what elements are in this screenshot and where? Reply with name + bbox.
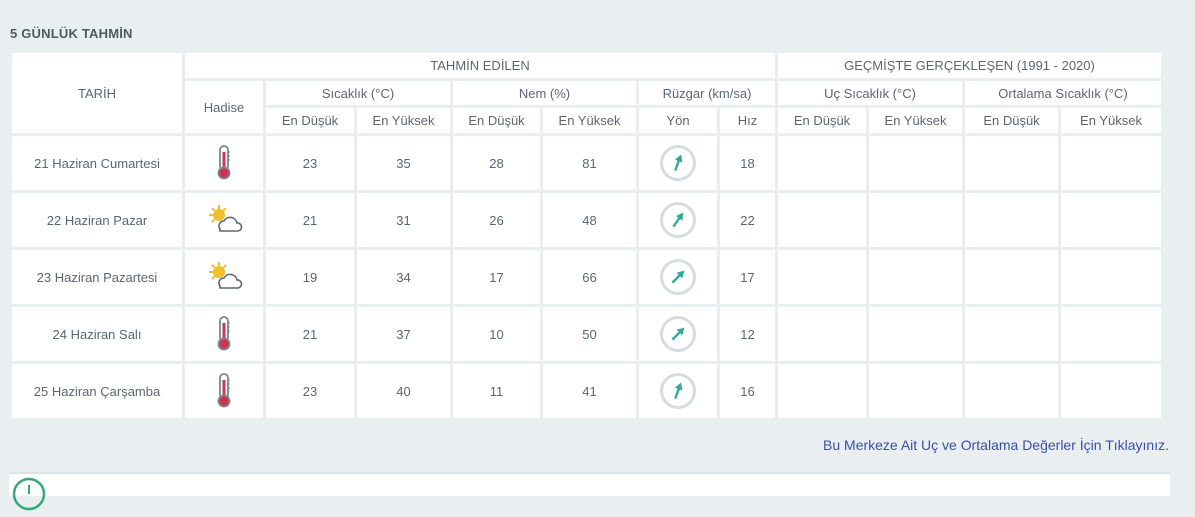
header-wind: Rüzgar (km/sa) [639,81,775,105]
temp-min: 21 [266,307,354,361]
extreme-max-cell [869,307,962,361]
header-avg-temp: Ortalama Sıcaklık (°C) [965,81,1161,105]
avg-min-cell [965,136,1058,190]
table-row: 24 Haziran Salı 21 37 10 50 12 [12,307,1161,361]
extreme-min-cell [778,136,866,190]
humidity-max: 41 [543,364,636,418]
wind-speed: 16 [720,364,775,418]
extreme-min-cell [778,307,866,361]
row-date: 22 Haziran Pazar [12,193,182,247]
humidity-min: 10 [453,307,540,361]
temp-max: 31 [357,193,450,247]
humidity-min: 28 [453,136,540,190]
table-row: 23 Haziran Pazartesi 19 34 17 66 17 [12,250,1161,304]
section-title: 5 GÜNLÜK TAHMİN [10,26,133,41]
humidity-max: 48 [543,193,636,247]
history-values-link[interactable]: Bu Merkeze Ait Uç ve Ortalama Değerler İ… [823,437,1169,453]
weather-cell [185,307,263,361]
avg-min-cell [965,364,1058,418]
thermometer-icon [214,315,234,354]
humidity-min: 17 [453,250,540,304]
wind-speed: 12 [720,307,775,361]
temp-max: 34 [357,250,450,304]
wind-direction-icon [660,316,696,352]
humidity-min: 26 [453,193,540,247]
wind-direction-cell [639,136,717,190]
wind-speed: 22 [720,193,775,247]
temp-max: 37 [357,307,450,361]
extreme-max-cell [869,193,962,247]
header-history-group: GEÇMİŞTE GERÇEKLEŞEN (1991 - 2020) [778,53,1161,78]
weather-cell [185,193,263,247]
avg-min-cell [965,193,1058,247]
thermometer-icon [214,144,234,183]
wind-speed: 17 [720,250,775,304]
row-date: 23 Haziran Pazartesi [12,250,182,304]
row-date: 21 Haziran Cumartesi [12,136,182,190]
next-section-header [9,472,1170,511]
subheader-avg-min: En Düşük [965,108,1058,133]
extreme-min-cell [778,364,866,418]
extreme-max-cell [869,250,962,304]
header-temp: Sıcaklık (°C) [266,81,450,105]
wind-direction-icon [660,373,696,409]
subheader-temp-min: En Düşük [266,108,354,133]
header-humidity: Nem (%) [453,81,636,105]
subheader-extreme-max: En Yüksek [869,108,962,133]
wind-direction-icon [660,145,696,181]
temp-min: 21 [266,193,354,247]
row-date: 25 Haziran Çarşamba [12,364,182,418]
weather-cell [185,364,263,418]
wind-direction-cell [639,193,717,247]
avg-min-cell [965,307,1058,361]
avg-max-cell [1061,193,1161,247]
partly-cloudy-icon [204,260,244,295]
humidity-max: 66 [543,250,636,304]
subheader-wind-direction: Yön [639,108,717,133]
humidity-max: 81 [543,136,636,190]
temp-min: 23 [266,364,354,418]
wind-speed: 18 [720,136,775,190]
extreme-min-cell [778,193,866,247]
row-date: 24 Haziran Salı [12,307,182,361]
weather-cell [185,136,263,190]
extreme-min-cell [778,250,866,304]
temp-min: 23 [266,136,354,190]
subheader-humidity-max: En Yüksek [543,108,636,133]
wind-direction-cell [639,364,717,418]
temp-max: 40 [357,364,450,418]
wind-direction-icon [660,259,696,295]
wind-direction-cell [639,250,717,304]
temp-max: 35 [357,136,450,190]
avg-min-cell [965,250,1058,304]
humidity-min: 11 [453,364,540,418]
subheader-temp-max: En Yüksek [357,108,450,133]
subheader-avg-max: En Yüksek [1061,108,1161,133]
extreme-max-cell [869,136,962,190]
partly-cloudy-icon [204,203,244,238]
subheader-extreme-min: En Düşük [778,108,866,133]
temp-min: 19 [266,250,354,304]
extreme-max-cell [869,364,962,418]
subheader-wind-speed: Hız [720,108,775,133]
weather-cell [185,250,263,304]
table-row: 22 Haziran Pazar 21 31 26 48 22 [12,193,1161,247]
header-extreme-temp: Uç Sıcaklık (°C) [778,81,962,105]
avg-max-cell [1061,136,1161,190]
clock-icon [11,476,47,517]
forecast-table: TARİH TAHMİN EDİLEN GEÇMİŞTE GERÇEKLEŞEN… [9,50,1164,421]
header-tarih: TARİH [12,53,182,133]
avg-max-cell [1061,364,1161,418]
avg-max-cell [1061,250,1161,304]
avg-max-cell [1061,307,1161,361]
wind-direction-icon [660,202,696,238]
humidity-max: 50 [543,307,636,361]
subheader-humidity-min: En Düşük [453,108,540,133]
header-hadise: Hadise [185,81,263,133]
thermometer-icon [214,372,234,411]
header-forecast-group: TAHMİN EDİLEN [185,53,775,78]
wind-direction-cell [639,307,717,361]
table-row: 25 Haziran Çarşamba 23 40 11 41 16 [12,364,1161,418]
table-row: 21 Haziran Cumartesi 23 35 28 81 18 [12,136,1161,190]
